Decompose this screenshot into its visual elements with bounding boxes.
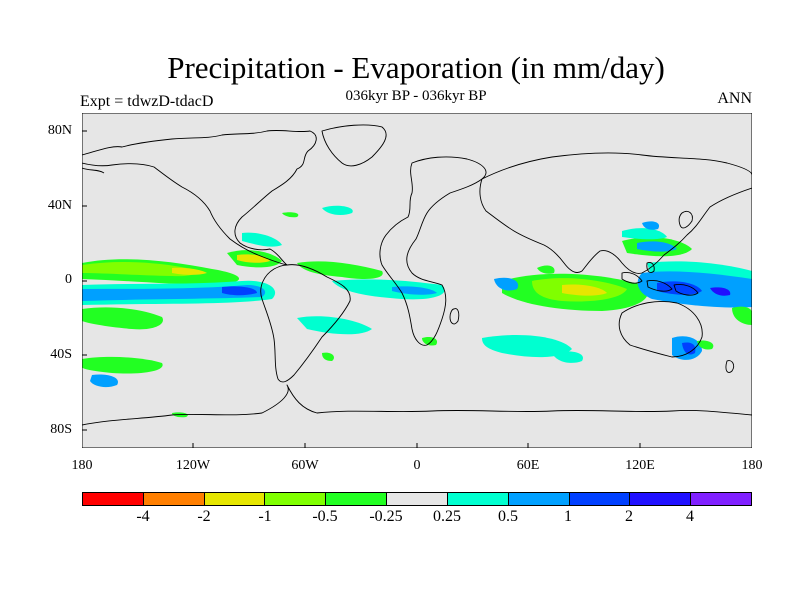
color-swatch-4 — [326, 493, 388, 505]
lat-label-0: 0 — [65, 272, 72, 287]
colorbar-label-5: 0.25 — [433, 508, 461, 525]
lon-label-0: 0 — [413, 458, 421, 473]
color-swatch-1 — [143, 493, 205, 505]
color-swatch-2 — [204, 493, 266, 505]
map-ticks — [82, 130, 641, 448]
color-swatch-0 — [83, 493, 144, 505]
anomaly-fields — [82, 205, 752, 418]
colorbar-label-6: 0.5 — [498, 508, 518, 525]
lat-label-80s: 80S — [50, 422, 72, 437]
color-swatch-3 — [265, 493, 327, 505]
lon-label-120e: 120E — [625, 458, 655, 473]
color-swatch-10 — [691, 493, 751, 505]
lat-label-40n: 40N — [47, 198, 72, 213]
colorbar-label-2: -1 — [258, 508, 272, 525]
lon-label-60w: 60W — [291, 458, 319, 473]
color-bar — [82, 492, 752, 506]
lat-label-80n: 80N — [47, 123, 72, 138]
map-title: Precipitation - Evaporation (in mm/day) — [167, 50, 665, 85]
colorbar-label-8: 2 — [625, 508, 633, 525]
season-label: ANN — [717, 90, 752, 107]
map-subtitle: 036kyr BP - 036kyr BP — [345, 88, 487, 104]
color-swatch-8 — [569, 493, 631, 505]
color-swatch-7 — [508, 493, 570, 505]
colorbar-label-0: -4 — [136, 508, 150, 525]
colorbar-label-1: -2 — [197, 508, 211, 525]
colorbar-label-4: -0.25 — [369, 508, 403, 525]
lon-label-180e: 180 — [741, 458, 763, 473]
color-swatch-9 — [630, 493, 692, 505]
experiment-label: Expt = tdwzD-tdacD — [80, 93, 214, 110]
continent-outlines — [82, 124, 752, 426]
colorbar-label-3: -0.5 — [312, 508, 338, 525]
world-map — [82, 113, 752, 448]
lon-label-60e: 60E — [516, 458, 540, 473]
colorbar-label-9: 4 — [686, 508, 694, 525]
lat-label-40s: 40S — [50, 347, 72, 362]
lon-label-120w: 120W — [175, 458, 211, 473]
lon-label-180w: 180 — [71, 458, 93, 473]
color-swatch-5 — [387, 493, 448, 505]
color-swatch-6 — [447, 493, 509, 505]
colorbar-label-7: 1 — [564, 508, 572, 525]
